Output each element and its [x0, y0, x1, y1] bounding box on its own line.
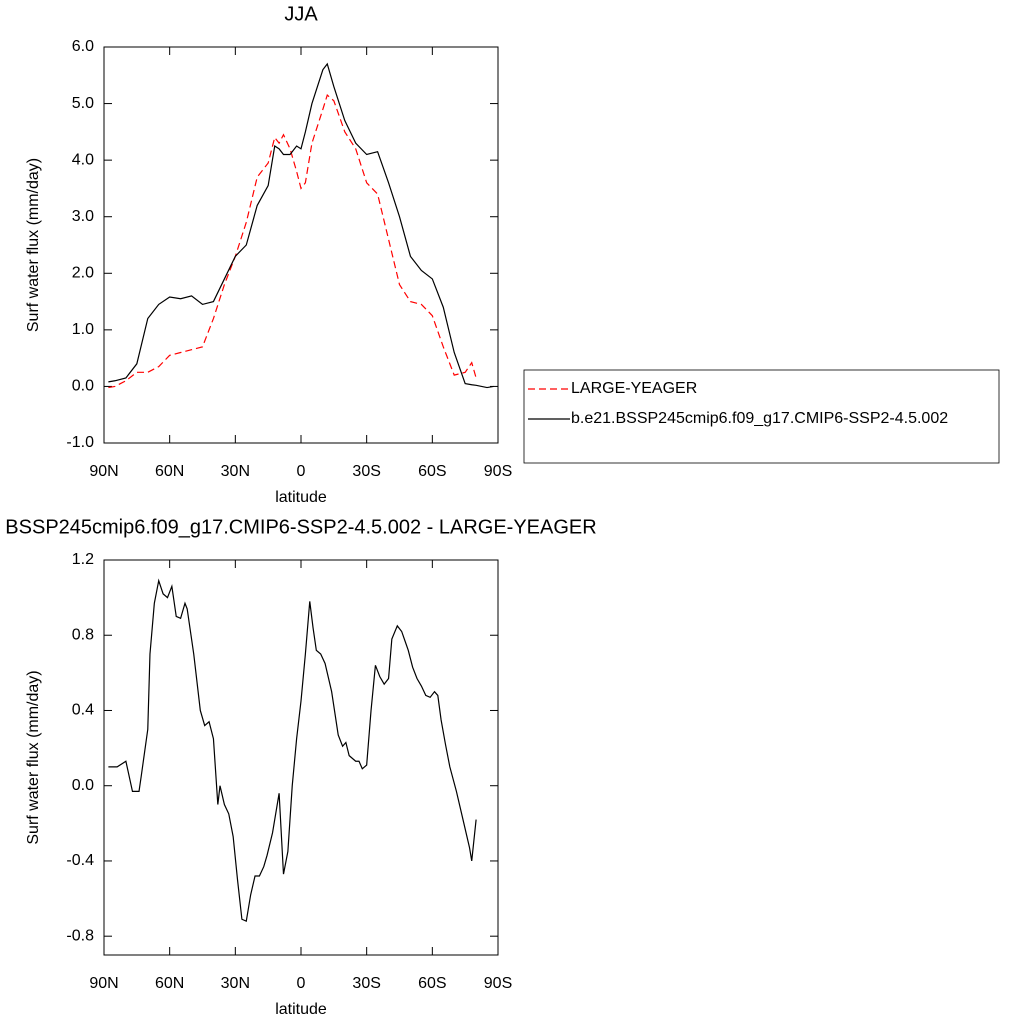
y-tick-label: 0.0	[72, 378, 94, 395]
legend-label: LARGE-YEAGER	[571, 380, 697, 397]
x-tick-label: 60S	[418, 463, 446, 480]
legend-box	[523, 369, 1000, 464]
x-tick-label: 30S	[352, 463, 380, 480]
x-axis-label: latitude	[275, 489, 327, 506]
chart-title: BSSP245cmip6.f09_g17.CMIP6-SSP2-4.5.002 …	[5, 516, 596, 538]
x-tick-label: 90S	[484, 975, 512, 992]
x-tick-label: 90N	[89, 975, 118, 992]
x-tick-label: 90S	[484, 463, 512, 480]
y-axis-label: Surf water flux (mm/day)	[25, 158, 42, 332]
plot-frame	[103, 559, 499, 956]
y-tick-label: 6.0	[72, 38, 94, 55]
y-tick-label: 0.8	[72, 626, 94, 643]
x-tick-label: 90N	[89, 463, 118, 480]
y-tick-label: 0.4	[72, 702, 94, 719]
chart-title: JJA	[284, 3, 318, 25]
x-tick-label: 60N	[155, 975, 184, 992]
x-tick-label: 30N	[221, 975, 250, 992]
y-tick-label: 0.0	[72, 777, 94, 794]
y-tick-label: 1.0	[72, 321, 94, 338]
y-tick-label: 1.2	[72, 551, 94, 568]
y-tick-label: -0.4	[66, 852, 94, 869]
y-tick-label: -0.8	[66, 927, 94, 944]
y-tick-label: -1.0	[66, 434, 94, 451]
legend-label: b.e21.BSSP245cmip6.f09_g17.CMIP6-SSP2-4.…	[571, 410, 948, 427]
x-axis-label: latitude	[275, 1001, 327, 1018]
y-tick-label: 5.0	[72, 95, 94, 112]
series-line	[108, 94, 477, 389]
y-tick-label: 3.0	[72, 208, 94, 225]
plot-frame	[103, 46, 499, 444]
x-tick-label: 30N	[221, 463, 250, 480]
y-axis-label: Surf water flux (mm/day)	[25, 670, 42, 844]
x-tick-label: 0	[297, 463, 306, 480]
y-tick-label: 4.0	[72, 151, 94, 168]
series-line	[108, 578, 477, 922]
x-tick-label: 30S	[352, 975, 380, 992]
x-tick-label: 60S	[418, 975, 446, 992]
x-tick-label: 0	[297, 975, 306, 992]
y-tick-label: 2.0	[72, 265, 94, 282]
x-tick-label: 60N	[155, 463, 184, 480]
series-line	[108, 62, 494, 389]
